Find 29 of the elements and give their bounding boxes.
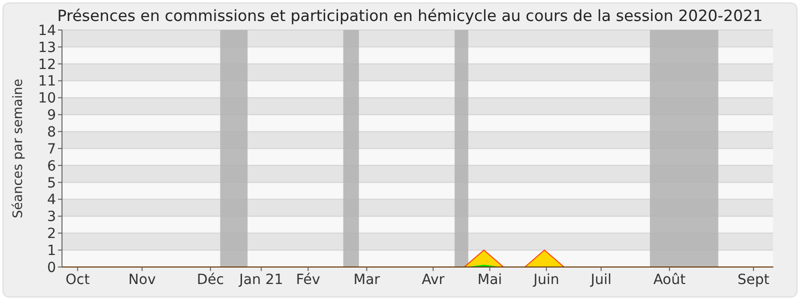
y-tick-label: 9	[47, 108, 56, 124]
y-tick-label: 11	[38, 74, 56, 90]
x-tick-label: Mai	[477, 272, 502, 288]
x-tick-label: Juin	[532, 272, 560, 288]
y-tick-label: 4	[47, 192, 56, 208]
y-tick-label: 6	[47, 158, 56, 174]
x-tick-label: Nov	[128, 272, 156, 288]
x-tick-label: Juil	[590, 272, 612, 288]
y-tick-label: 10	[38, 90, 56, 107]
y-tick-label: 13	[38, 40, 56, 56]
x-tick-label: Avr	[422, 272, 445, 288]
x-tick-label: Mar	[354, 272, 380, 288]
chart-title: Présences en commissions et participation en hémicycle au cours de la session 2020-2021	[57, 7, 763, 25]
y-tick-label: 8	[47, 124, 56, 140]
y-tick-label: 12	[38, 56, 56, 73]
y-tick-label: 3	[47, 209, 56, 226]
y-tick-label: 0	[47, 260, 56, 276]
y-tick-label: 7	[47, 141, 56, 158]
y-tick-label: 14	[38, 22, 56, 39]
x-tick-label: Août	[653, 272, 686, 288]
x-tick-label: Sept	[738, 272, 770, 288]
y-tick-label: 1	[47, 242, 56, 259]
x-tick-label: Déc	[196, 272, 224, 288]
x-tick-label: Oct	[66, 272, 90, 288]
x-tick-label: Fév	[296, 272, 320, 288]
x-tick-label: Jan 21	[238, 272, 284, 288]
y-tick-label: 5	[47, 175, 56, 192]
y-axis-title: Séances par semaine	[11, 78, 26, 218]
y-tick-label: 2	[47, 226, 56, 242]
